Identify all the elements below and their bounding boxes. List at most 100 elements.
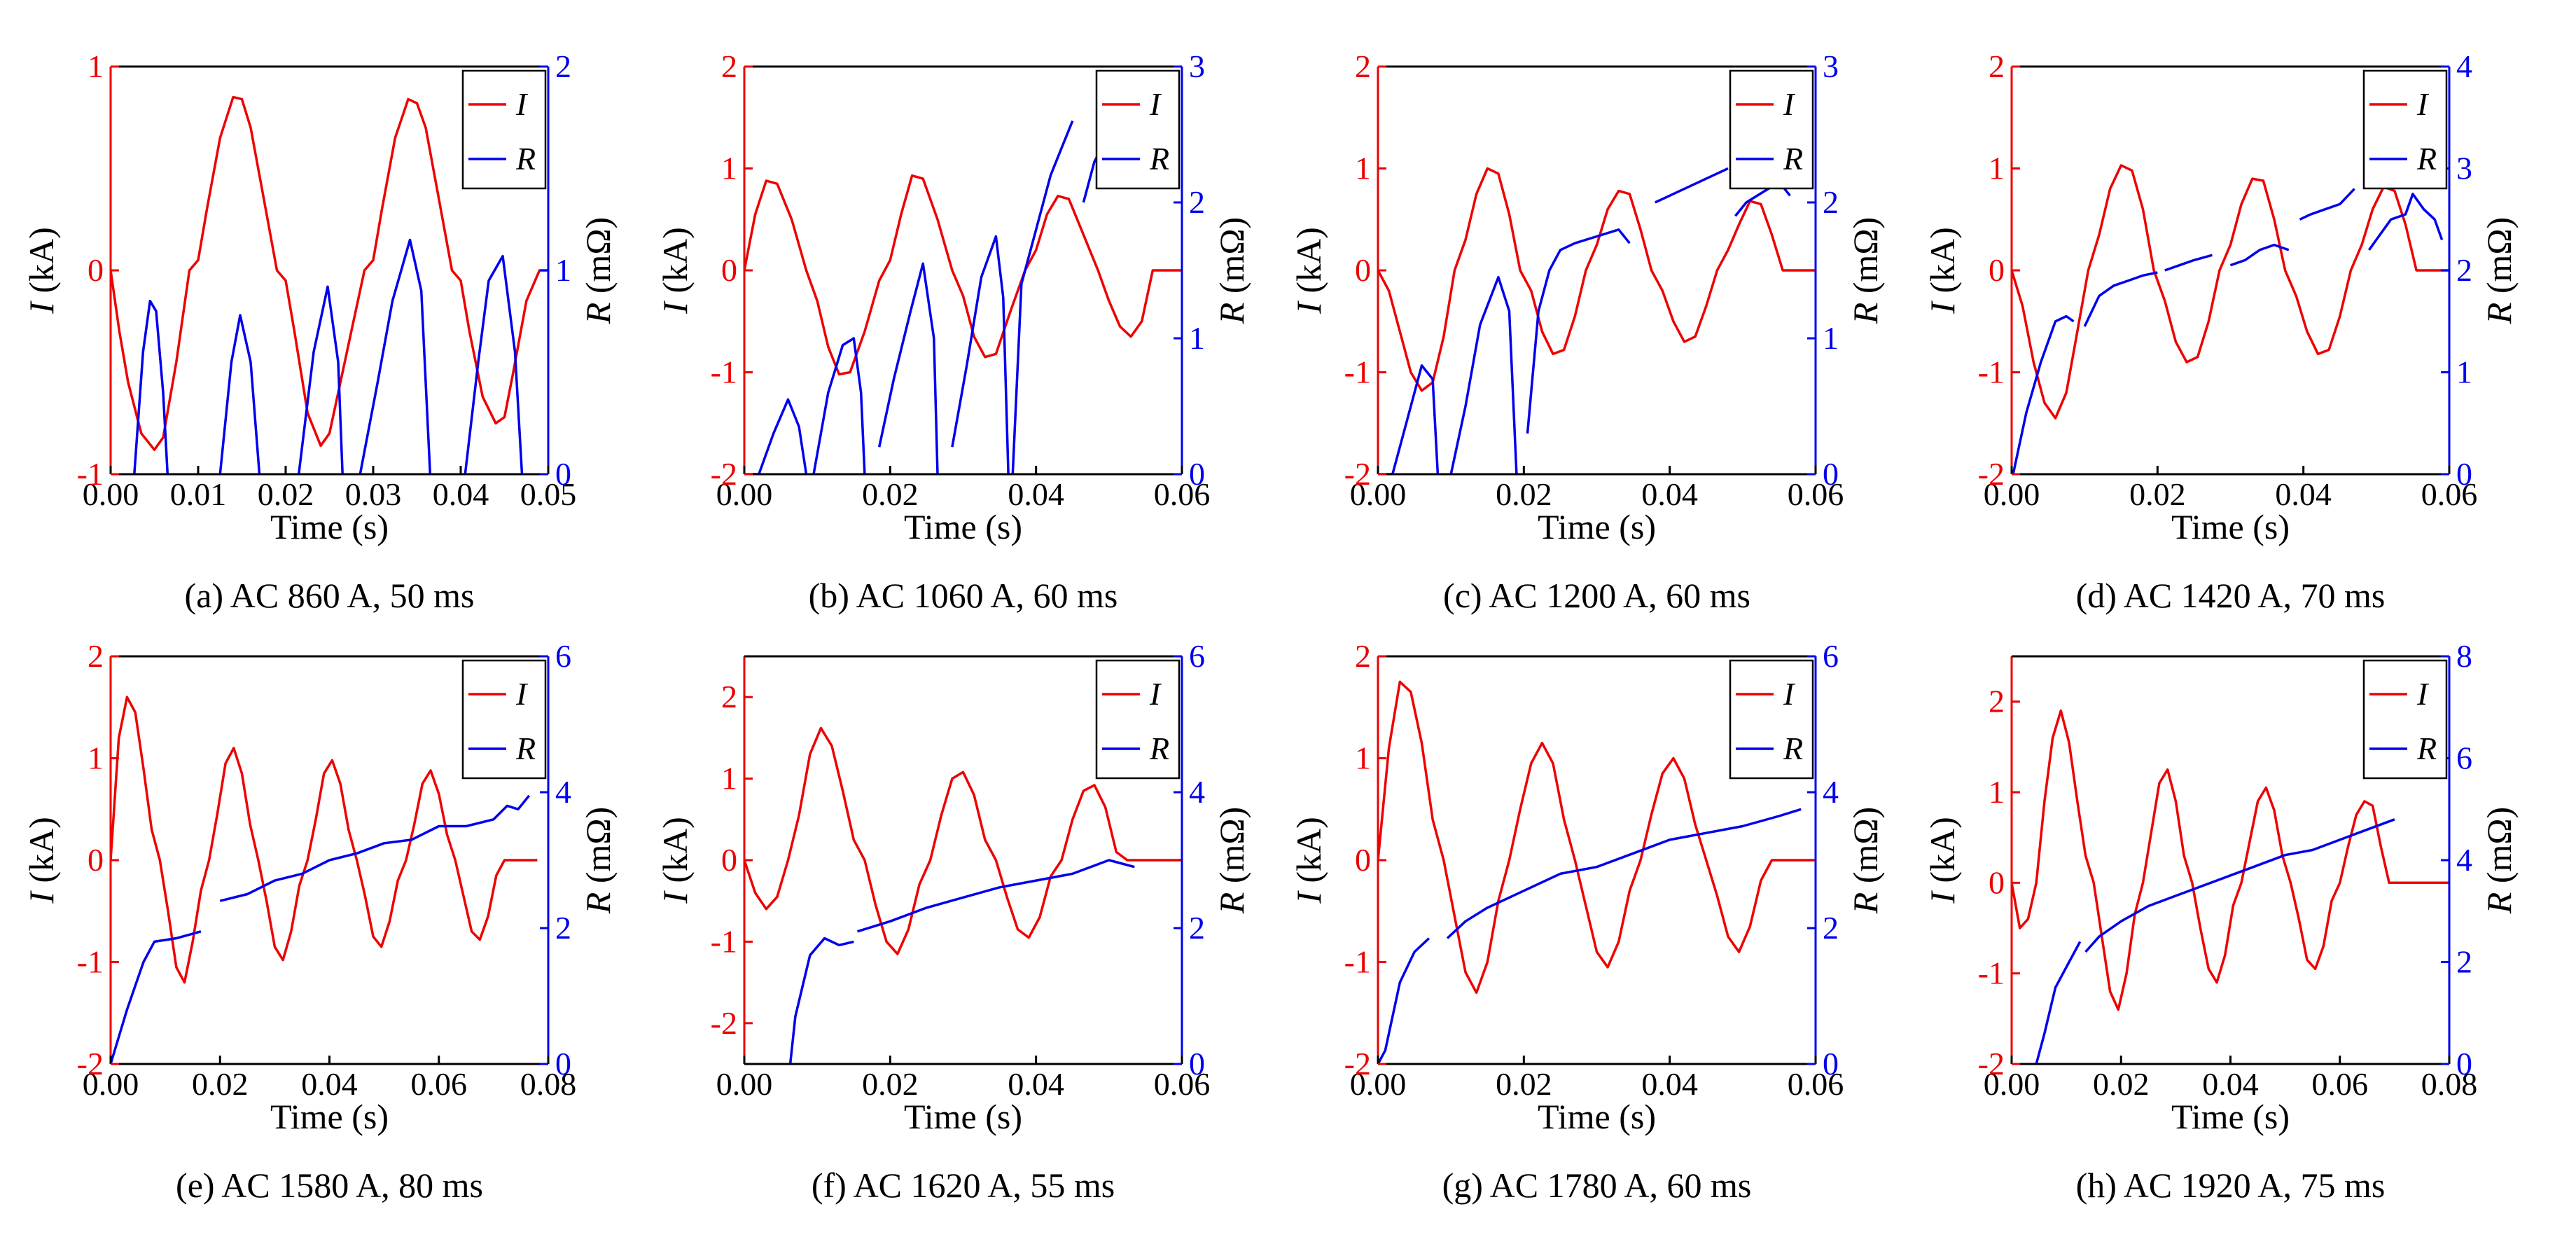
y-left-axis-title: I (kA)	[1923, 817, 1962, 904]
series-resistance-segment	[219, 794, 531, 902]
y-left-axis-title: I (kA)	[1289, 817, 1328, 904]
y-left-axis-title: I (kA)	[1923, 227, 1962, 315]
y-right-axis-title: R (mΩ)	[2479, 807, 2519, 914]
y-left-tick-label: 2	[1989, 48, 2005, 84]
y-left-tick-label: -1	[1344, 354, 1371, 390]
series-resistance-segment	[133, 299, 169, 474]
y-left-tick-label: 0	[1355, 842, 1371, 878]
x-tick-label: 0.06	[2312, 1066, 2369, 1102]
y-left-tick-label: 2	[88, 638, 104, 674]
legend-current-label: I	[2416, 676, 2430, 712]
legend: IR	[2362, 659, 2448, 780]
series-resistance-segment	[2367, 193, 2444, 251]
series-resistance-segment	[1449, 275, 1518, 474]
x-axis-title: Time (s)	[904, 1097, 1022, 1136]
y-left-tick-label: 0	[88, 842, 104, 878]
x-tick-label: 0.00	[83, 476, 139, 512]
legend-box	[2362, 69, 2448, 190]
y-left-tick-label: 1	[1989, 774, 2005, 810]
series-resistance-segment	[1011, 120, 1074, 474]
y-right-tick-label: 0	[555, 456, 571, 492]
x-tick-label: 0.02	[1496, 476, 1552, 512]
series-current-line	[744, 174, 1182, 376]
y-left-tick-label: -1	[77, 944, 104, 980]
legend-current-label: I	[1149, 86, 1162, 122]
x-axis-title: Time (s)	[270, 507, 389, 546]
series-resistance-segment	[2083, 271, 2158, 327]
legend-resistance-label: R	[1149, 141, 1169, 177]
y-right-tick-label: 6	[1189, 638, 1205, 674]
y-right-tick-label: 2	[2456, 944, 2472, 980]
series-resistance-segment	[2164, 254, 2213, 272]
x-tick-label: 0.04	[301, 1066, 358, 1102]
y-left-tick-label: 1	[88, 48, 104, 84]
legend-current-label: I	[515, 676, 529, 712]
y-left-tick-label: 1	[88, 740, 104, 776]
x-tick-label: 0.06	[1788, 1066, 1844, 1102]
y-right-tick-label: 0	[1823, 456, 1839, 492]
y-right-tick-label: 6	[2456, 740, 2472, 776]
y-right-axis-title: R (mΩ)	[578, 217, 618, 324]
y-left-tick-label: -2	[1978, 1046, 2005, 1081]
series-current-line	[2012, 164, 2449, 420]
legend-box	[1729, 659, 1814, 780]
x-tick-label: 0.02	[258, 476, 314, 512]
legend-resistance-label: R	[515, 141, 536, 177]
y-right-tick-label: 6	[1823, 638, 1839, 674]
y-right-tick-label: 1	[2456, 354, 2472, 390]
series-resistance-segment	[951, 235, 1010, 474]
y-left-tick-label: 1	[1355, 151, 1371, 186]
y-left-axis-title: I (kA)	[22, 227, 61, 315]
y-right-axis-title: R (mΩ)	[1846, 217, 1885, 324]
y-left-tick-label: -1	[1344, 944, 1371, 980]
x-tick-label: 0.02	[192, 1066, 249, 1102]
panel-c: 0.00 0.02 0.04 0.06 -2 -1 0 1 2 0 1 2 3 Time (s) I (kA…	[1289, 48, 1885, 615]
x-tick-label: 0.02	[2093, 1066, 2150, 1102]
y-right-tick-label: 4	[555, 774, 571, 810]
y-left-tick-label: -1	[1978, 354, 2005, 390]
series-resistance-segment	[1378, 937, 1430, 1064]
y-right-tick-label: 2	[1823, 910, 1839, 946]
legend: IR	[1095, 69, 1181, 190]
x-tick-label: 0.06	[1154, 1066, 1211, 1102]
panel-g: 0.00 0.02 0.04 0.06 -2 -1 0 1 2 0 2 4 6 Time (s) I (kA…	[1289, 638, 1885, 1205]
series-resistance-segment	[1378, 364, 1440, 474]
legend-current-label: I	[515, 86, 529, 122]
panel-caption: (g) AC 1780 A, 60 ms	[1442, 1166, 1752, 1205]
x-axis-title: Time (s)	[1538, 507, 1656, 546]
y-left-tick-label: -2	[1344, 1046, 1371, 1081]
x-tick-label: 0.00	[716, 476, 773, 512]
y-right-tick-label: 3	[2456, 151, 2472, 186]
x-tick-label: 0.03	[345, 476, 402, 512]
y-right-tick-label: 4	[2456, 48, 2472, 84]
legend-resistance-label: R	[1149, 731, 1169, 766]
x-tick-label: 0.06	[1154, 476, 1211, 512]
panel-caption: (h) AC 1920 A, 75 ms	[2076, 1166, 2386, 1205]
series-resistance-segment	[2299, 188, 2355, 221]
y-left-tick-label: 1	[1355, 740, 1371, 776]
y-left-axis-title: I (kA)	[655, 227, 695, 315]
y-left-tick-label: 0	[1355, 252, 1371, 288]
series-resistance-segment	[358, 238, 432, 474]
x-axis-title: Time (s)	[270, 1097, 389, 1136]
x-axis-title: Time (s)	[2171, 1097, 2290, 1136]
y-left-tick-label: 0	[721, 842, 737, 878]
legend-current-label: I	[1783, 676, 1796, 712]
y-right-tick-label: 4	[2456, 842, 2472, 878]
legend-box	[1095, 69, 1181, 190]
series-current-line	[111, 696, 538, 984]
x-tick-label: 0.00	[1350, 476, 1407, 512]
panel-caption: (b) AC 1060 A, 60 ms	[809, 576, 1118, 615]
y-right-tick-label: 3	[1823, 48, 1839, 84]
series-resistance-segment	[464, 254, 524, 474]
series-resistance-segment	[877, 262, 939, 474]
y-left-tick-label: 2	[1355, 48, 1371, 84]
legend-current-label: I	[2416, 86, 2430, 122]
y-right-tick-label: 0	[2456, 1046, 2472, 1081]
legend: IR	[1729, 659, 1814, 780]
x-tick-label: 0.08	[520, 1066, 577, 1102]
x-tick-label: 0.02	[2129, 476, 2186, 512]
series-resistance-segment	[111, 930, 202, 1064]
series-current-line	[1378, 680, 1816, 994]
panel-d: 0.00 0.02 0.04 0.06 -2 -1 0 1 2 0 1 2 3 4 Time (s) I (k…	[1923, 48, 2519, 615]
